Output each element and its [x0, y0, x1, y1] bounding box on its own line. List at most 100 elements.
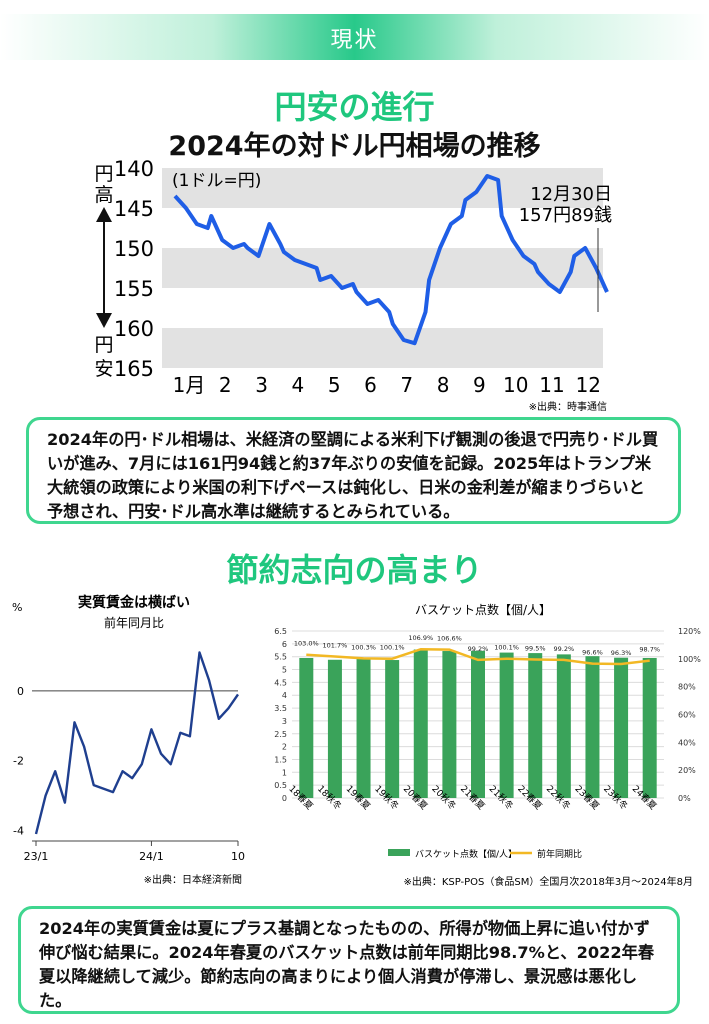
summary-box-saving: 2024年の実質賃金は夏にプラス基調となったものの、所得が物価上昇に追い付かず伸…: [18, 906, 680, 1014]
basket-ratio-label: 99.5%: [525, 645, 546, 653]
basket-ratio-label: 103.0%: [294, 640, 319, 648]
fx-xtick-label: 12: [576, 373, 601, 397]
axis-word-top-1: 円: [94, 163, 113, 185]
basket-bar: [499, 652, 514, 798]
legend-bar-swatch: [388, 849, 410, 856]
fx-source: ※出典：時事通信: [529, 400, 607, 413]
basket-ytick-label: 1: [282, 768, 287, 777]
basket-ratio-label: 96.6%: [582, 649, 603, 657]
axis-word-bottom-1: 円: [94, 334, 113, 356]
wage-xtick-label: 10: [231, 850, 245, 863]
wage-ytick-label: 0: [17, 685, 24, 698]
fx-grid-band: [162, 288, 603, 328]
header-banner: 現状: [0, 14, 709, 60]
basket-ytick-label: 0.5: [274, 781, 287, 790]
arrow-up-icon: [96, 207, 112, 222]
fx-annotation-date: 12月30日: [530, 184, 612, 205]
wage-series-line: [34, 651, 239, 835]
basket-ytick-label: 6.5: [274, 627, 287, 636]
wage-title: 実質賃金は横ばい: [78, 594, 190, 611]
basket-ytick-label: 4.5: [274, 678, 287, 687]
basket-source: ※出典：KSP-POS（食品SM）全国月次2018年3月～2024年8月: [403, 875, 693, 888]
wage-xtick-label: 23/1: [24, 850, 49, 863]
basket-bar: [442, 651, 457, 798]
basket-ratio-label: 106.6%: [437, 635, 462, 643]
basket-ytick-label: 5: [282, 666, 287, 675]
fx-grid-band: [162, 328, 603, 368]
fx-annotation-value: 157円89銭: [519, 205, 612, 226]
basket-ytick-label: 6: [282, 640, 287, 649]
fx-xtick-label: 8: [437, 373, 450, 397]
basket-y2tick-label: 20%: [678, 766, 696, 775]
basket-bar: [556, 654, 571, 798]
basket-bar: [413, 649, 428, 798]
basket-y2tick-label: 60%: [678, 711, 696, 720]
basket-ytick-label: 2.5: [274, 730, 287, 739]
fx-chart-title: 2024年の対ドル円相場の推移: [168, 131, 541, 162]
fx-grid-band: [162, 248, 603, 288]
basket-ratio-label: 106.9%: [408, 634, 433, 642]
summary-text-saving: 2024年の実質賃金は夏にプラス基調となったものの、所得が物価上昇に追い付かず伸…: [39, 919, 655, 1010]
basket-ratio-label: 98.7%: [639, 646, 660, 654]
basket-bar: [585, 656, 600, 798]
fx-xtick-label: 11: [539, 373, 564, 397]
header-label: 現状: [330, 28, 379, 53]
basket-y2tick-label: 0%: [678, 794, 691, 803]
basket-y2tick-label: 80%: [678, 683, 696, 692]
basket-bar: [356, 658, 371, 798]
wage-subtitle: 前年同月比: [104, 615, 164, 630]
basket-y2tick-label: 100%: [678, 655, 701, 664]
basket-bar: [299, 657, 314, 798]
fx-ytick-label: 155: [114, 277, 154, 301]
fx-xtick-label: 9: [473, 373, 486, 397]
basket-y2tick-label: 120%: [678, 627, 701, 636]
fx-grid-band: [162, 168, 603, 208]
wage-xtick-label: 24/1: [139, 850, 164, 863]
fx-series-line: [173, 174, 609, 346]
fx-xtick-label: 6: [364, 373, 377, 397]
basket-ratio-label: 100.1%: [494, 644, 519, 652]
basket-y2tick-label: 40%: [678, 738, 696, 747]
wage-chart: 実質賃金は横ばい 前年同月比 % 0 -2 -423/1 24/1 10 ※出典：日本経…: [12, 594, 245, 886]
fx-xtick-label: 10: [503, 373, 528, 397]
wage-source: ※出典：日本経済新聞: [144, 873, 242, 886]
basket-ratio-label: 100.3%: [351, 643, 376, 651]
basket-ratio-label: 100.1%: [380, 644, 405, 652]
basket-bar: [614, 657, 629, 798]
basket-ytick-label: 3: [282, 717, 287, 726]
basket-ratio-label: 96.3%: [611, 649, 632, 657]
basket-ratio-label: 99.2%: [468, 645, 489, 653]
axis-word-bottom-2: 安: [94, 358, 113, 380]
basket-ytick-label: 2: [282, 743, 287, 752]
fx-unit-label: (1ドル=円): [172, 171, 261, 191]
basket-ratio-line: [306, 647, 650, 666]
basket-ytick-label: 3.5: [274, 704, 287, 713]
fx-ytick-label: 140: [114, 157, 154, 181]
fx-ytick-label: 165: [114, 357, 154, 381]
wage-unit: %: [12, 601, 22, 614]
basket-ytick-label: 1.5: [274, 755, 287, 764]
basket-ytick-label: 5.5: [274, 653, 287, 662]
legend-line-label: 前年同期比: [537, 848, 582, 860]
fx-ytick-label: 150: [114, 237, 154, 261]
wage-ytick-label: -2: [13, 755, 24, 768]
section-heading-weak-yen: 円安の進行: [274, 88, 435, 126]
summary-text-yen: 2024年の円･ドル相場は、米経済の堅調による米利下げ観測の後退で円売り･ドル買…: [47, 430, 659, 521]
basket-ytick-label: 4: [282, 691, 287, 700]
fx-xtick-label: 3: [255, 373, 268, 397]
basket-title: バスケット点数【個/人】: [415, 602, 551, 617]
fx-grid-band: [162, 208, 603, 248]
fx-xtick-label: 7: [400, 373, 413, 397]
fx-xtick-label: 1月: [173, 373, 206, 397]
axis-word-top-2: 高: [94, 184, 113, 206]
wage-ytick-label: -4: [13, 825, 24, 838]
basket-bar: [642, 657, 657, 798]
arrow-down-icon: [96, 313, 112, 328]
basket-chart: バスケット点数【個/人】 0 0.5 1 1.5 2 2.5 3 3.5 4 4.5 5 5.5 6 6.…: [274, 602, 701, 888]
fx-xtick-label: 5: [328, 373, 341, 397]
fx-ytick-label: 145: [114, 197, 154, 221]
fx-xtick-label: 2: [219, 373, 232, 397]
section-heading-saving: 節約志向の高まり: [226, 551, 483, 589]
basket-bar: [385, 660, 400, 798]
